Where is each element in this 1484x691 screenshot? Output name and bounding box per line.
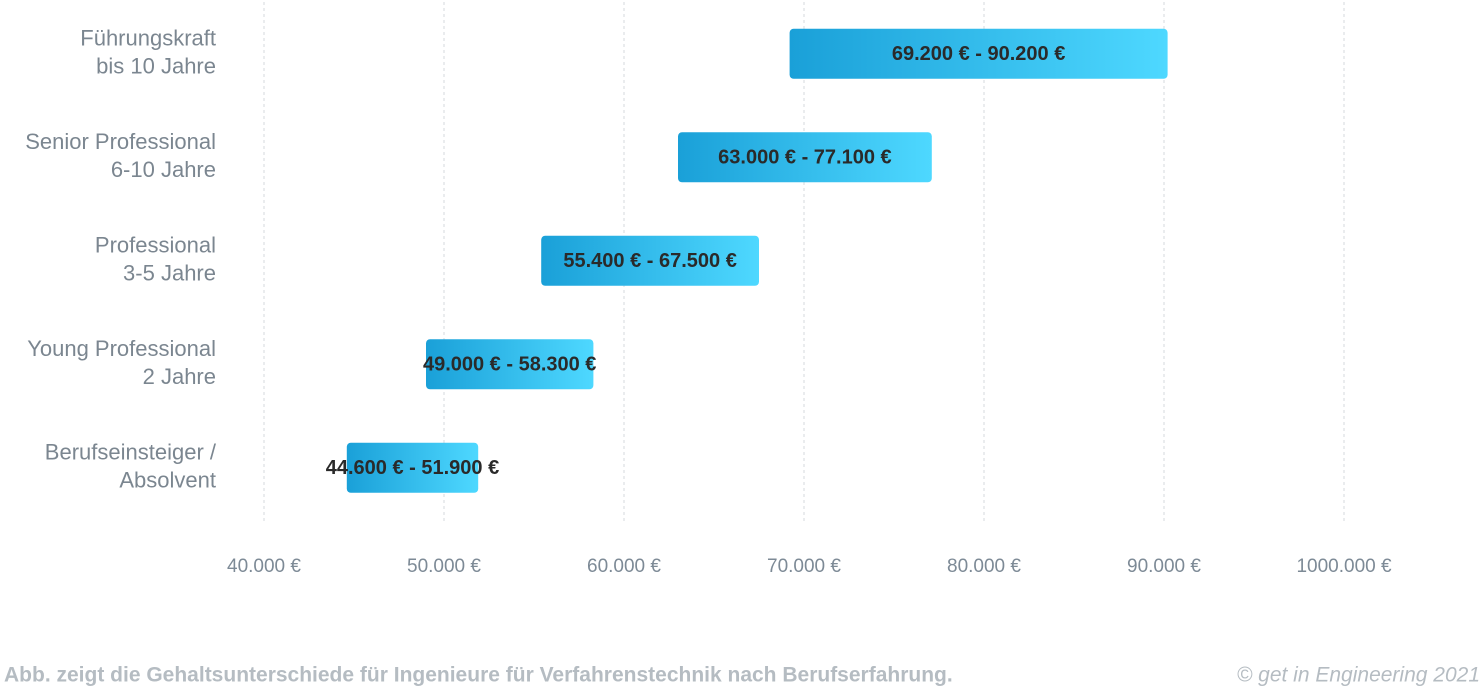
x-tick-label: 60.000 € [587,556,661,577]
bar [541,235,759,286]
category-label: Absolvent [119,468,216,493]
bar [789,28,1168,79]
category-label: Führungskraft [80,26,216,51]
category-label: Professional [95,233,216,258]
x-tick-label: 80.000 € [947,556,1021,577]
category-label: 3-5 Jahre [123,261,216,286]
bar [678,132,932,183]
category-label: Young Professional [27,336,216,361]
category-label: bis 10 Jahre [96,54,216,79]
value-label: 69.200 € - 90.200 € [892,43,1065,65]
bar [346,442,479,493]
x-tick-label: 90.000 € [1127,556,1201,577]
category-label: Berufseinsteiger / [45,440,217,465]
x-tick-label: 1000.000 € [1296,556,1392,577]
value-label: 49.000 € - 58.300 € [423,354,596,376]
value-label: 55.400 € - 67.500 € [563,250,736,272]
value-label: 63.000 € - 77.100 € [718,147,891,169]
value-label: 44.600 € - 51.900 € [326,457,499,479]
caption: Abb. zeigt die Gehaltsunterschiede für I… [4,664,953,687]
category-label: Senior Professional [25,129,216,154]
category-label: 2 Jahre [143,364,216,389]
category-label: 6-10 Jahre [111,157,216,182]
bar [426,339,594,390]
credit: © get in Engineering 2021 [1237,664,1480,687]
x-tick-label: 40.000 € [227,556,301,577]
x-tick-label: 50.000 € [407,556,481,577]
x-tick-label: 70.000 € [767,556,841,577]
